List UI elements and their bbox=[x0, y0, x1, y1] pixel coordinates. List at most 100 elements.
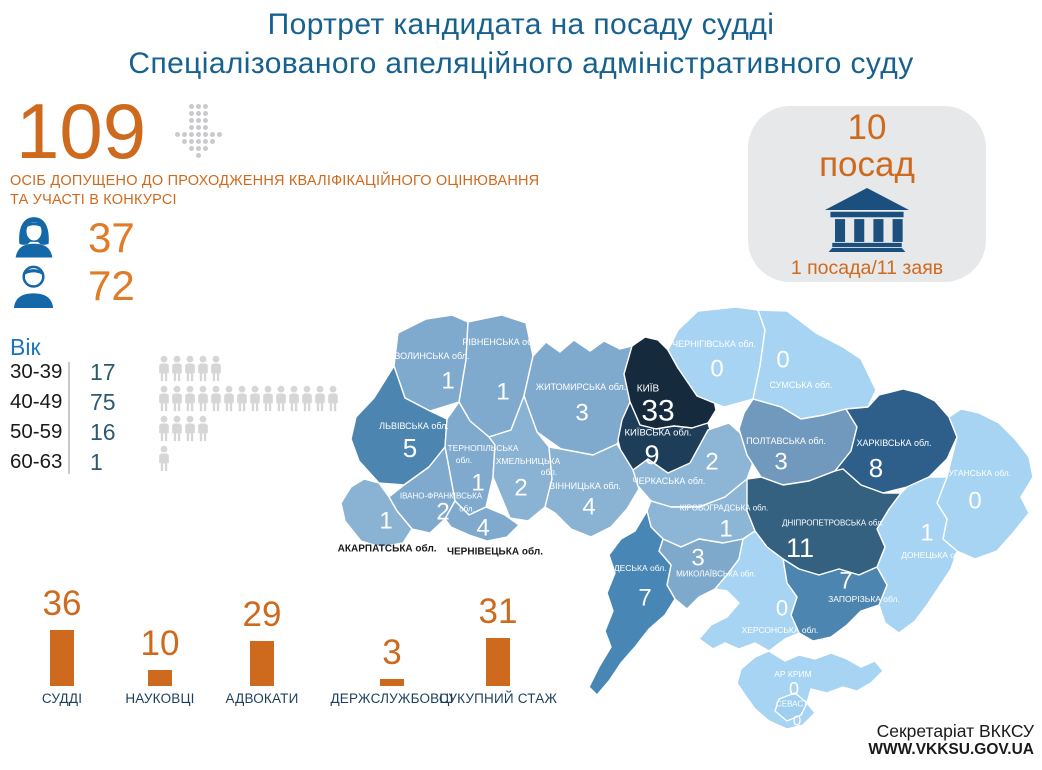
region-label: РІВНЕНСЬКА обл. bbox=[462, 337, 539, 347]
person-icon bbox=[158, 355, 170, 382]
region-kherson bbox=[698, 530, 800, 652]
person-icon bbox=[171, 355, 183, 382]
region-value: 0 bbox=[776, 347, 789, 374]
bar-category-label: СУДДІ bbox=[41, 691, 83, 706]
region-label: ЗАКАРПАТСЬКА обл. bbox=[338, 543, 437, 555]
person-icon bbox=[184, 415, 196, 442]
region-label: ІВАНО-ФРАНКІВСЬКА bbox=[400, 492, 483, 501]
person-icon bbox=[210, 385, 222, 412]
person-icon bbox=[171, 385, 183, 412]
region-label: ЛУГАНСЬКА обл. bbox=[943, 468, 1011, 478]
region-label: ЧЕРКАСЬКА обл. bbox=[633, 476, 706, 486]
man-icon bbox=[13, 265, 54, 308]
ukraine-map: ВОЛИНСЬКА обл. 1 РІВНЕНСЬКА обл. 1 ЖИТОМИРСЬ… bbox=[338, 306, 1034, 730]
region-label: АР КРИМ bbox=[774, 669, 812, 679]
region-label: СЕВАСТОПОЛЬ bbox=[776, 700, 836, 709]
age-count: 75 bbox=[90, 389, 116, 415]
region-odesa bbox=[588, 510, 676, 696]
age-range-label: 60-63 bbox=[10, 450, 63, 473]
region-value: 33 bbox=[641, 395, 674, 428]
page-title-line1: Портрет кандидата на посаду судді bbox=[267, 8, 775, 41]
bar-value: 36 bbox=[42, 584, 82, 623]
region-value: 8 bbox=[869, 453, 883, 483]
region-crimea bbox=[736, 650, 884, 730]
region-label-line2: обл. bbox=[459, 505, 475, 514]
person-icon bbox=[184, 355, 196, 382]
region-zakarpattia bbox=[340, 478, 413, 548]
bar-value: 31 bbox=[478, 592, 518, 631]
bar bbox=[380, 679, 404, 686]
region-label: ЧЕРНІГІВСЬКА обл. bbox=[672, 339, 756, 349]
person-icon bbox=[249, 385, 261, 412]
region-label: ОДЕСЬКА обл. bbox=[607, 563, 666, 573]
person-icon bbox=[158, 415, 170, 442]
footer-org: Секретаріат ВККСУ bbox=[876, 721, 1034, 741]
region-value: 0 bbox=[776, 596, 788, 621]
person-icon bbox=[171, 415, 183, 442]
bar bbox=[50, 630, 74, 686]
bar-value: 10 bbox=[140, 624, 180, 663]
region-label: ДОНЕЦЬКА обл. bbox=[901, 550, 967, 560]
person-icon bbox=[275, 385, 287, 412]
person-icon-row bbox=[158, 415, 210, 447]
region-value: 3 bbox=[575, 400, 588, 427]
woman-icon bbox=[15, 217, 53, 258]
region-value: 4 bbox=[476, 515, 489, 542]
age-count: 1 bbox=[90, 449, 103, 475]
region-value: 1 bbox=[920, 520, 933, 547]
dotted-arrow-down-icon bbox=[174, 97, 223, 158]
region-label: МИКОЛАЇВСЬКА обл. bbox=[676, 570, 756, 579]
region-label: КИЇВСЬКА обл. bbox=[624, 428, 691, 439]
courthouse-icon bbox=[824, 187, 910, 252]
person-icon bbox=[236, 385, 248, 412]
region-value: 1 bbox=[496, 379, 509, 406]
person-icon bbox=[158, 445, 170, 472]
page-title-line2: Спеціалізованого апеляційного адміністра… bbox=[128, 47, 914, 80]
region-value: 2 bbox=[514, 475, 527, 502]
region-value: 1 bbox=[471, 470, 484, 497]
age-row: 60-63 1 bbox=[10, 448, 370, 478]
region-label: ДНІПРОПЕТРОВСЬКА обл. bbox=[782, 519, 884, 528]
person-icon bbox=[262, 385, 274, 412]
region-value: 7 bbox=[638, 585, 651, 612]
positions-box: 10 посад 1 посада/11 заяв bbox=[748, 106, 986, 282]
person-icon-row bbox=[158, 445, 171, 477]
region-label-line2: обл. bbox=[456, 455, 473, 465]
region-value: 2 bbox=[705, 449, 718, 476]
person-icon bbox=[314, 385, 326, 412]
region-sevastopol bbox=[774, 692, 808, 722]
male-count: 72 bbox=[88, 262, 135, 309]
region-label: ЗАПОРІЗЬКА обл. bbox=[828, 594, 900, 604]
region-value: 0 bbox=[968, 488, 981, 515]
region-value: 9 bbox=[644, 440, 659, 470]
age-range-label: 40-49 bbox=[10, 390, 63, 413]
person-icon bbox=[223, 385, 235, 412]
region-label: КІРОВОГРАДСЬКА обл. bbox=[680, 504, 769, 513]
bar-category-label: СУКУПНИЙ СТАЖ bbox=[438, 691, 558, 706]
bar-category-label: ДЕРЖСЛУЖБОВЦІ bbox=[330, 691, 454, 706]
region-label: ВОЛИНСЬКА обл. bbox=[394, 351, 469, 361]
footer-url: WWW.VKKSU.GOV.UA bbox=[868, 741, 1034, 758]
person-icon bbox=[158, 385, 170, 412]
region-value: 3 bbox=[774, 449, 787, 476]
age-section-title: Вік bbox=[10, 334, 41, 360]
bar-value: 3 bbox=[382, 633, 402, 672]
region-label: СУМСЬКА обл. bbox=[769, 380, 832, 390]
person-icon bbox=[197, 415, 209, 442]
region-value: 2 bbox=[436, 499, 449, 526]
bar-value: 29 bbox=[242, 595, 282, 634]
age-row: 50-59 16 bbox=[10, 418, 370, 448]
person-icon bbox=[301, 385, 313, 412]
region-label: КИЇВ bbox=[637, 383, 660, 395]
region-vinnytsia bbox=[544, 443, 640, 538]
admitted-caption-line2: ТА УЧАСТІ В КОНКУРСІ bbox=[10, 192, 177, 208]
bar bbox=[486, 638, 510, 686]
region-label: ХМЕЛЬНИЦЬКА bbox=[496, 456, 561, 466]
region-value: 0 bbox=[793, 713, 801, 730]
region-value: 1 bbox=[379, 508, 392, 535]
age-row: 30-39 17 bbox=[10, 358, 370, 388]
admitted-count: 109 bbox=[16, 87, 147, 175]
region-label-line2: обл. bbox=[541, 467, 558, 477]
person-icon bbox=[197, 355, 209, 382]
